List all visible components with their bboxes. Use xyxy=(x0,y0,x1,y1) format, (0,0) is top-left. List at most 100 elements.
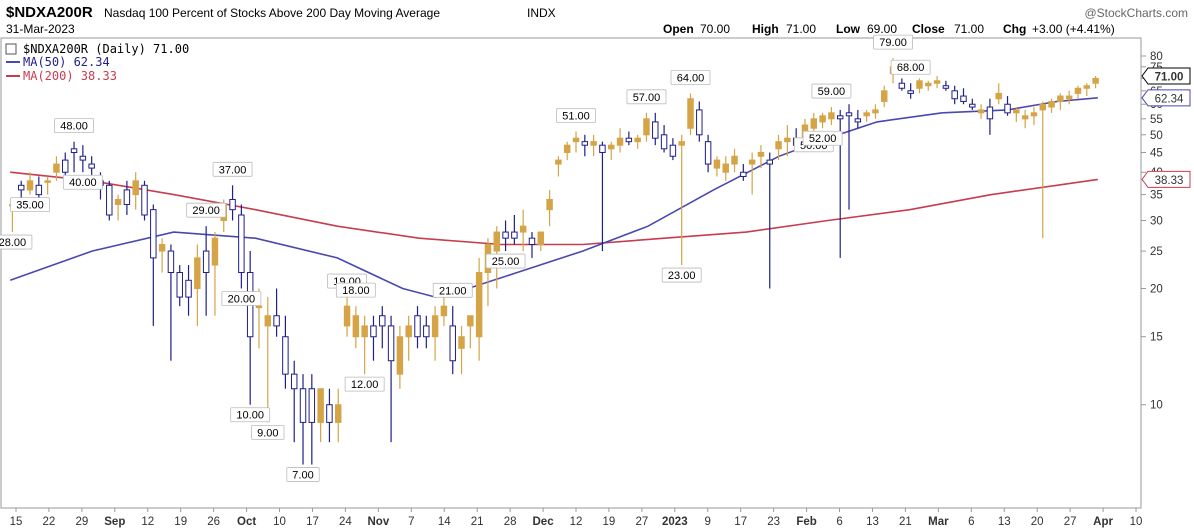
plot-frame xyxy=(0,37,1142,509)
candle xyxy=(828,107,835,126)
candle-body xyxy=(493,231,500,252)
candle-body xyxy=(845,112,853,117)
candle-body xyxy=(1039,103,1046,111)
candle xyxy=(757,145,765,169)
candle xyxy=(616,128,624,153)
candle xyxy=(308,374,316,465)
annotation-text: 12.00 xyxy=(351,379,379,391)
candle xyxy=(335,388,342,443)
legend-price-swatch xyxy=(5,43,17,55)
x-tick-label: 26 xyxy=(207,516,220,528)
candle-body xyxy=(757,151,765,157)
candle xyxy=(660,125,668,153)
candle xyxy=(863,109,870,122)
candle-body xyxy=(907,90,914,94)
candle-body xyxy=(475,272,483,338)
annotation-box xyxy=(811,83,852,99)
legend: $NDXA200R (Daily) 71.00 MA(50) 62.34 MA(… xyxy=(5,42,189,83)
candle xyxy=(643,112,650,142)
candle-body xyxy=(872,109,879,114)
candle xyxy=(546,189,553,227)
annotation-box xyxy=(873,34,913,50)
candle xyxy=(1013,107,1020,122)
annotation-label: 68.00 xyxy=(890,59,931,75)
candle-body xyxy=(1048,100,1055,108)
open-value: 70.00 xyxy=(700,22,730,36)
candle xyxy=(696,101,703,142)
high-label: High xyxy=(752,22,779,36)
candle xyxy=(740,164,747,181)
x-axis: 15 22 29 Sep 12 19 26 Oct 10 17 24 Nov 7 14 21 28 Dec 12 1… xyxy=(10,508,1142,528)
candle xyxy=(1021,109,1029,129)
candle xyxy=(423,315,430,349)
candle-body xyxy=(599,144,606,153)
candle-body xyxy=(1004,103,1011,114)
ma50-line xyxy=(9,97,1098,298)
candle-body xyxy=(449,325,456,362)
candle-body xyxy=(537,231,545,245)
candle-body xyxy=(511,231,518,239)
annotation-box xyxy=(670,70,711,85)
candle-body xyxy=(114,198,122,205)
annotation-text: 9.00 xyxy=(257,427,278,439)
candle-body xyxy=(326,404,333,423)
candle xyxy=(132,172,139,210)
candle-body xyxy=(150,209,157,259)
chart-name: Nasdaq 100 Percent of Stocks Above 200 D… xyxy=(104,6,440,20)
candle xyxy=(44,176,51,195)
candle xyxy=(185,265,192,316)
y-tick-label: 30 xyxy=(1150,215,1163,227)
annotation-box xyxy=(0,234,33,250)
candle-body xyxy=(969,103,976,108)
candle-body xyxy=(387,325,395,362)
candle-body xyxy=(898,82,906,89)
candle xyxy=(141,180,148,221)
y-tick-label: 50 xyxy=(1150,130,1163,142)
candle xyxy=(995,83,1002,105)
ma200-line xyxy=(10,171,1098,246)
x-tick-label: 21 xyxy=(471,516,484,528)
candle-body xyxy=(704,141,712,165)
close-label: Close xyxy=(912,22,945,36)
annotation-label: 59.00 xyxy=(811,83,852,99)
x-tick-label: Apr xyxy=(1093,516,1113,528)
x-tick-label: Feb xyxy=(796,516,816,528)
candle-body xyxy=(141,184,148,216)
candle xyxy=(290,360,298,443)
candle xyxy=(194,244,201,326)
candle xyxy=(53,156,60,181)
x-tick-label: Nov xyxy=(367,516,389,528)
candle xyxy=(1092,76,1099,89)
chart-date: 31-Mar-2023 xyxy=(6,22,75,36)
candle-body xyxy=(317,388,324,423)
annotation-label: 48.00 xyxy=(54,118,94,134)
candle xyxy=(722,156,729,181)
candle-body xyxy=(881,90,888,102)
candle xyxy=(273,288,280,337)
candle xyxy=(414,306,421,349)
candle-body xyxy=(775,141,782,150)
moving-averages xyxy=(9,97,1098,298)
candle xyxy=(977,104,985,119)
candle-body xyxy=(713,159,721,169)
candle-body xyxy=(502,231,509,239)
candle-body xyxy=(79,155,87,161)
annotation-text: 35.00 xyxy=(16,200,44,212)
candle-body xyxy=(290,373,298,390)
candle-body xyxy=(616,137,624,146)
annotation-text: 68.00 xyxy=(897,62,925,74)
candle xyxy=(502,220,509,252)
candle xyxy=(1039,101,1046,239)
high-value: 71.00 xyxy=(786,22,816,36)
candle-body xyxy=(836,115,844,120)
candle xyxy=(1030,107,1038,126)
chg-value: +3.00 (+4.41%) xyxy=(1032,22,1115,36)
annotation-text: 23.00 xyxy=(668,270,696,282)
candle xyxy=(1065,90,1073,105)
x-tick-label: Sep xyxy=(104,516,125,528)
candle-body xyxy=(933,80,941,84)
candle-body xyxy=(942,85,950,89)
candle xyxy=(528,232,536,258)
annotation-label: 25.00 xyxy=(485,253,526,269)
candle-body xyxy=(458,336,465,349)
